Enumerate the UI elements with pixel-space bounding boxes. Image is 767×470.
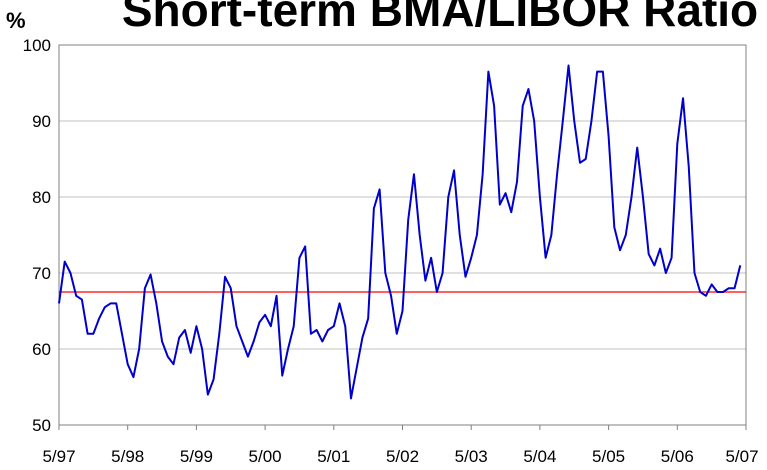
x-tick-labels: 5/97 5/98 5/99 5/00 5/01 5/02 5/03 5/04 5/05 5/06… <box>42 447 758 466</box>
plot-area-frame <box>58 44 747 426</box>
y-tick-label: 60 <box>32 340 51 359</box>
y-tick-labels: 50 60 70 80 90 100 <box>23 36 51 435</box>
y-tick-label: 50 <box>32 416 51 435</box>
x-tick-label: 5/02 <box>386 447 419 466</box>
x-tick-label: 5/99 <box>180 447 213 466</box>
x-tick-label: 5/04 <box>523 447 556 466</box>
x-tick-label: 5/03 <box>455 447 488 466</box>
x-tick-label: 5/01 <box>317 447 350 466</box>
x-tick-marks <box>58 425 747 430</box>
x-tick-label: 5/97 <box>42 447 75 466</box>
x-tick-label: 5/07 <box>725 447 758 466</box>
x-tick-label: 5/06 <box>661 447 694 466</box>
chart-title: Short-term BMA/LIBOR Ratio <box>122 0 758 36</box>
series-line <box>58 64 742 400</box>
y-tick-label: 80 <box>32 188 51 207</box>
y-tick-label: 70 <box>32 264 51 283</box>
y-tick-label: 90 <box>32 112 51 131</box>
x-tick-label: 5/00 <box>249 447 282 466</box>
y-axis-unit-label: % <box>6 8 26 33</box>
x-tick-label: 5/05 <box>592 447 625 466</box>
x-tick-label: 5/98 <box>111 447 144 466</box>
grid-lines <box>59 120 746 350</box>
y-tick-label: 100 <box>23 36 51 55</box>
